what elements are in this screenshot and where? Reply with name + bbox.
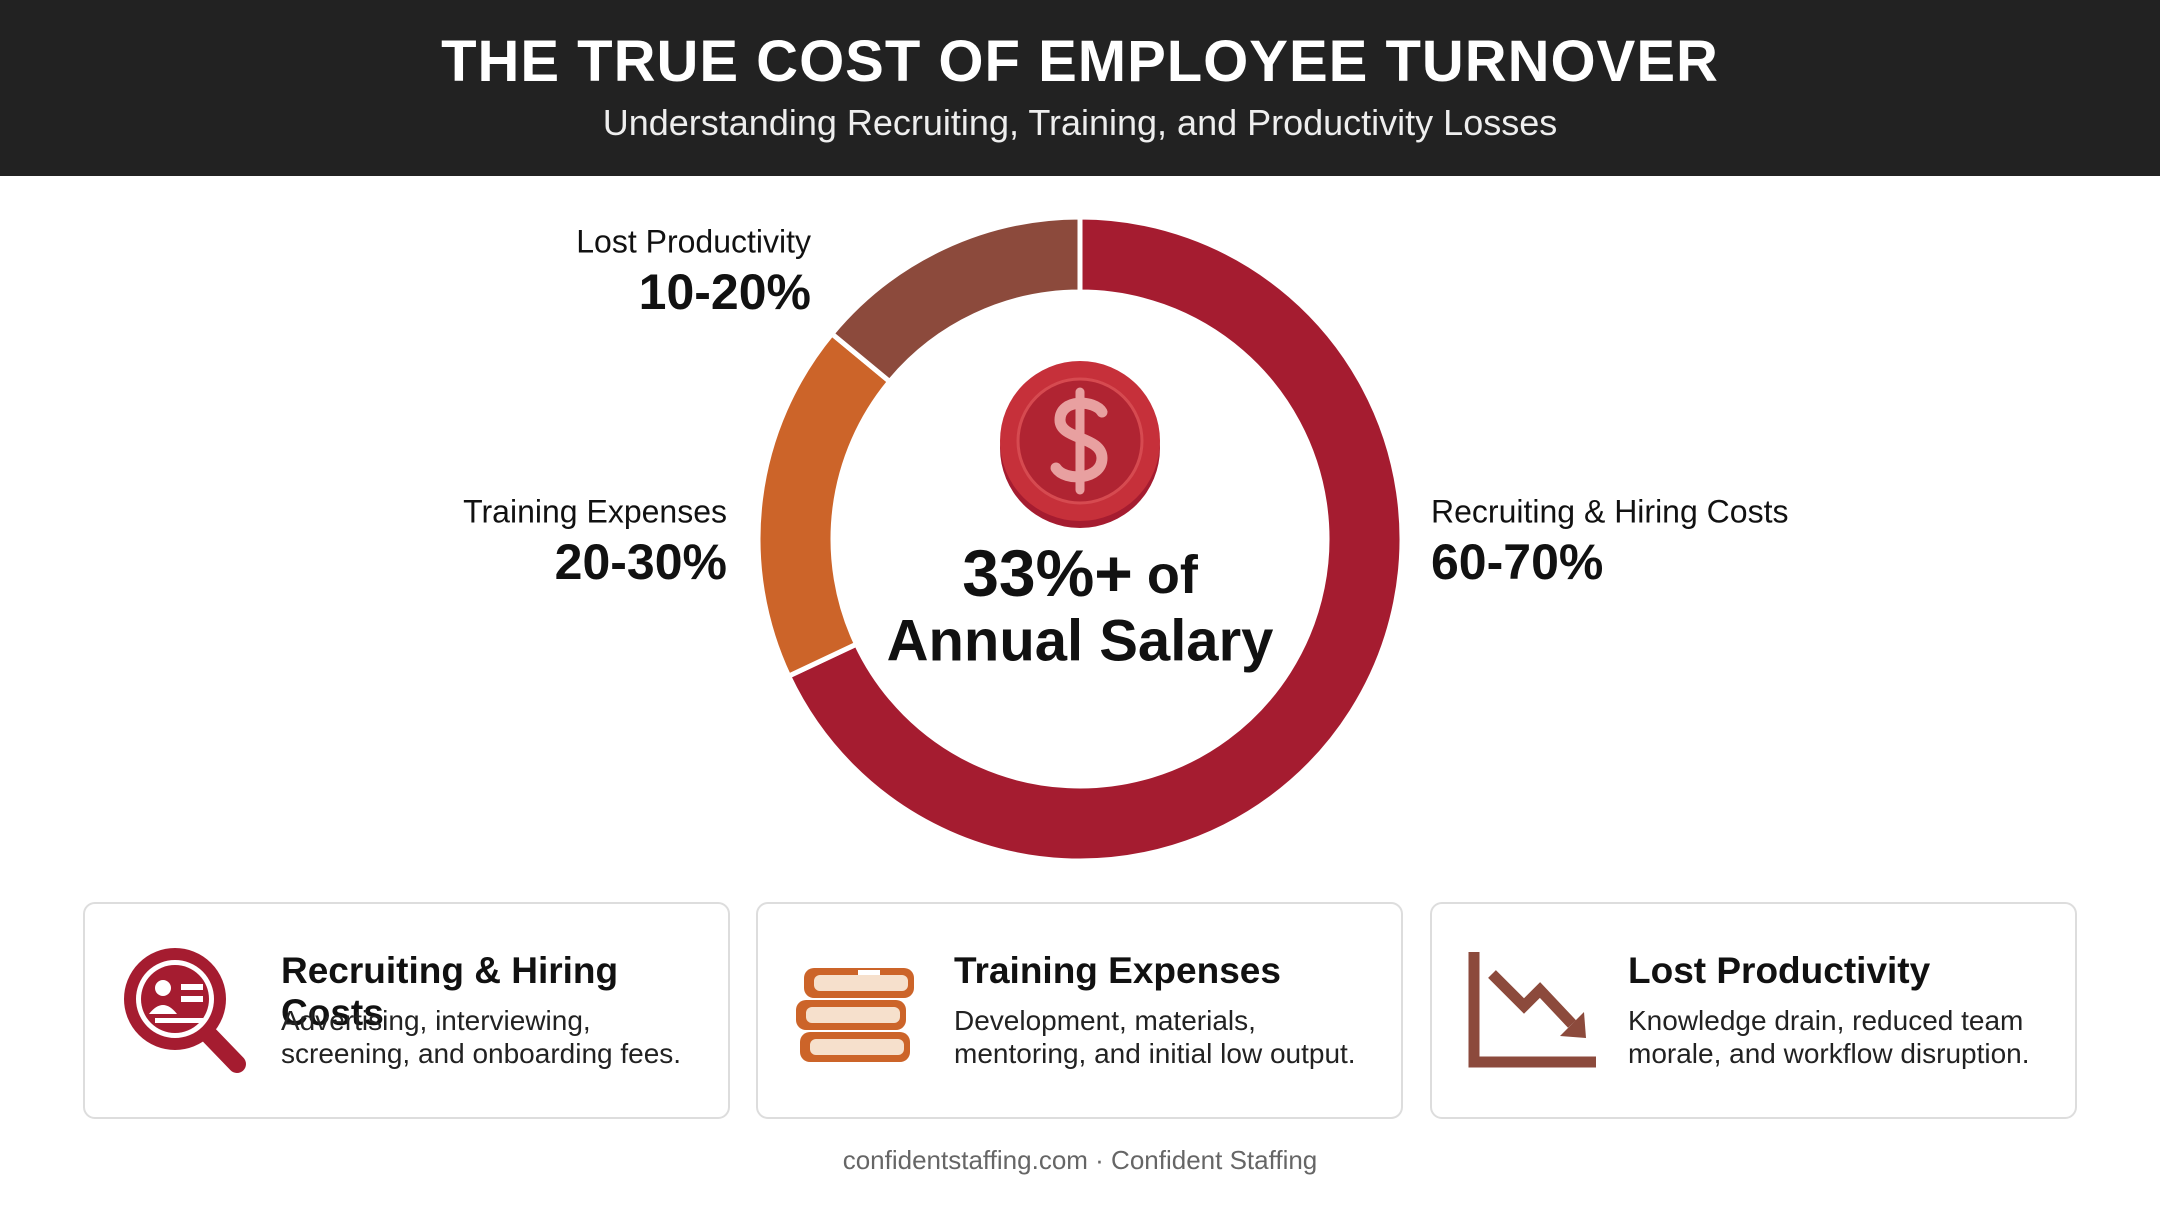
slice-value-label: 20-30%	[555, 534, 727, 590]
header: THE TRUE COST OF EMPLOYEE TURNOVER Under…	[0, 0, 2160, 176]
footer: confidentstaffing.com · Confident Staffi…	[842, 1145, 1318, 1175]
donut-slice	[755, 330, 894, 680]
slice-label: Lost Productivity	[576, 223, 811, 259]
search-icon	[124, 948, 246, 1073]
subtitle: Understanding Recruiting, Training, and …	[602, 102, 1558, 143]
card-title: Lost Productivity	[1628, 950, 1931, 991]
card-title: Training Expenses	[954, 950, 1281, 991]
card-text: Development, materials, mentoring, and i…	[954, 1005, 1356, 1069]
card-text: Knowledge drain, reduced team morale, an…	[1628, 1005, 2030, 1069]
donut-slice	[785, 214, 1405, 864]
slice-label: Recruiting & Hiring Costs	[1431, 493, 1788, 529]
center-value: 33%+	[962, 536, 1133, 610]
slice-value-label: 60-70%	[1431, 534, 1603, 590]
title: THE TRUE COST OF EMPLOYEE TURNOVER	[441, 29, 1719, 94]
slice-value-label: 10-20%	[639, 264, 811, 320]
donut-chart: 33%+ of Annual Salary Recruiting & Hiring…	[463, 214, 1789, 864]
donut-slice	[828, 214, 1083, 386]
card: Recruiting & Hiring Costs Advertising, i…	[83, 902, 730, 1119]
center-text: 33%+ of	[962, 536, 1199, 610]
decline-icon	[1468, 952, 1596, 1068]
card-text: Advertising, interviewing, screening, an…	[281, 1005, 682, 1069]
card: Training Expenses Development, materials…	[756, 902, 1403, 1119]
center-line: Annual Salary	[887, 608, 1274, 673]
card-title: Recruiting & Hiring Costs	[281, 950, 619, 1033]
coin-icon	[1000, 361, 1160, 528]
slice-label: Training Expenses	[463, 493, 727, 529]
center-suffix: of	[1147, 545, 1199, 605]
books-icon	[796, 968, 914, 1062]
card: Lost Productivity Knowledge drain, reduc…	[1430, 902, 2077, 1119]
